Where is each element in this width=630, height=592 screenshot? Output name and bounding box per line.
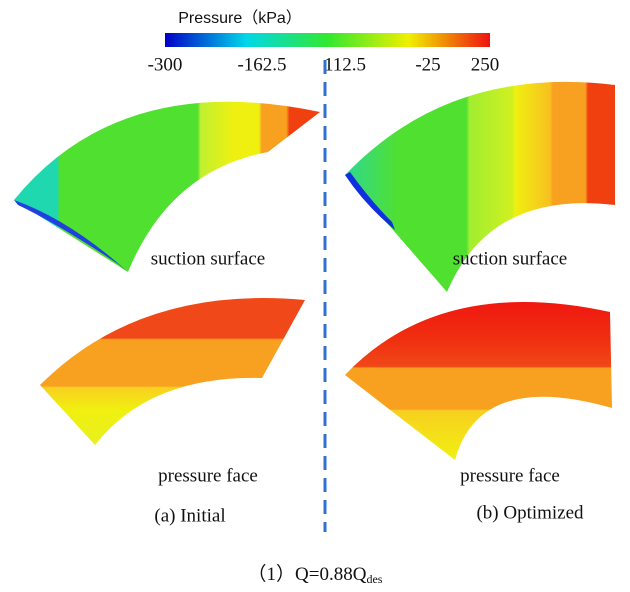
colorbar: [165, 33, 490, 47]
surface-label: pressure face: [158, 465, 258, 486]
colorbar-tick-label: -162.5: [237, 54, 286, 75]
colorbar-tick-label: -300: [148, 54, 183, 75]
caption: （1）Q=0.88Qdes: [248, 563, 383, 585]
colorbar-tick-label: 250: [471, 54, 500, 75]
surface-label: suction surface: [151, 248, 265, 269]
caption-subscript: des: [366, 572, 382, 586]
contour-pressure-initial: [40, 298, 305, 445]
low-pressure-zone: [14, 200, 128, 272]
low-pressure-zone: [345, 172, 395, 230]
panel-label: (b) Optimized: [476, 502, 584, 523]
colorbar-tick-label: -25: [415, 54, 440, 75]
contour-suction-initial: [14, 101, 320, 272]
surface-label: suction surface: [453, 248, 567, 269]
contour-suction-optimized: [345, 81, 615, 293]
caption-text: （1）Q=0.88Q: [248, 563, 367, 585]
contour-pressure-optimized: [345, 302, 612, 460]
surface-label: pressure face: [460, 465, 560, 486]
colorbar-tick-label: 112.5: [324, 54, 366, 75]
panel-label: (a) Initial: [154, 505, 225, 526]
colorbar-title: Pressure（kPa）: [178, 9, 302, 27]
